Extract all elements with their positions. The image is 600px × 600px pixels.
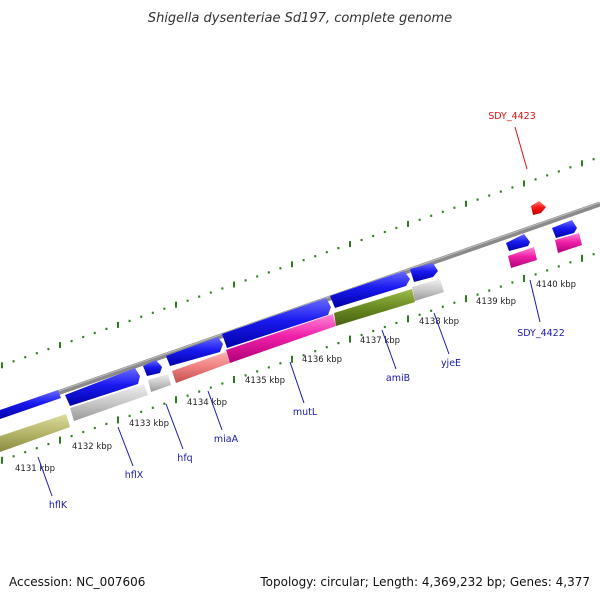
kbp-label-4135: 4135 kbp <box>245 376 285 386</box>
gene-label-miaa[interactable]: miaA <box>214 434 239 445</box>
kbp-label-4133: 4133 kbp <box>129 419 169 429</box>
reverse-strand-track <box>0 233 582 452</box>
leader-hfq <box>165 403 184 450</box>
gene-label-sdy4422[interactable]: SDY_4422 <box>517 328 565 339</box>
gene-feature-sdy4423-pink[interactable] <box>555 233 582 253</box>
leader-yjee <box>433 312 450 355</box>
kbp-label-4134: 4134 kbp <box>187 398 227 408</box>
scale-ticks-upper <box>1 158 595 369</box>
leader-sdy4422 <box>529 279 541 323</box>
gene-feature-yjee-gray[interactable] <box>412 279 444 301</box>
kbp-label-4137: 4137 kbp <box>360 336 400 346</box>
genome-summary-text: Topology: circular; Length: 4,369,232 bp… <box>259 575 590 589</box>
gene-label-amib[interactable]: amiB <box>386 373 410 384</box>
leader-sdy4423 <box>514 126 528 170</box>
gene-feature-hflx-forward[interactable] <box>65 368 140 406</box>
kbp-scale-labels: 4131 kbp 4132 kbp 4133 kbp 4134 kbp 4135… <box>15 280 576 474</box>
gene-feature-mutl-forward[interactable] <box>222 298 331 348</box>
gene-feature-sdy4422-pink[interactable] <box>508 247 537 268</box>
gene-feature-miaa-forward[interactable] <box>166 337 223 366</box>
gene-feature-hflx-gray[interactable] <box>70 384 148 421</box>
gene-feature-sdy4423-forward[interactable] <box>552 220 577 238</box>
gene-label-mutl[interactable]: mutL <box>293 407 318 418</box>
kbp-label-4138: 4138 kbp <box>419 317 459 327</box>
kbp-label-4132: 4132 kbp <box>72 442 112 452</box>
kbp-label-4136: 4136 kbp <box>302 355 342 365</box>
leader-mutl <box>289 361 305 404</box>
kbp-label-4139: 4139 kbp <box>476 297 516 307</box>
accession-text: Accession: NC_007606 <box>9 575 145 589</box>
gene-feature-yjee-forward[interactable] <box>410 263 438 282</box>
forward-strand-track <box>0 220 577 419</box>
gene-feature-hfq-forward[interactable] <box>143 360 162 376</box>
gene-label-leaders <box>37 126 541 497</box>
kbp-label-4140: 4140 kbp <box>536 280 576 290</box>
leader-amib <box>381 329 397 370</box>
leader-hflx <box>117 426 134 467</box>
gene-feature-miaa-salmon[interactable] <box>172 352 230 383</box>
kbp-label-4131: 4131 kbp <box>15 464 55 474</box>
gene-label-hflx[interactable]: hflX <box>125 470 144 481</box>
gene-feature-mutl-pink[interactable] <box>226 314 336 363</box>
map-title: Shigella dysenteriae Sd197, complete gen… <box>148 11 452 26</box>
gene-feature-amib-forward[interactable] <box>330 271 410 308</box>
gene-feature-hfq-gray[interactable] <box>148 374 171 392</box>
leader-miaa <box>207 390 223 431</box>
gene-label-hflk[interactable]: hflK <box>49 500 68 511</box>
gene-feature-sdy4422-forward[interactable] <box>506 234 530 251</box>
scale-ticks-lower <box>1 253 595 464</box>
gene-label-yjee[interactable]: yjeE <box>441 358 461 369</box>
gene-label-sdy4423[interactable]: SDY_4423 <box>488 111 536 122</box>
gene-labels: hflK hflX hfq miaA mutL amiB yjeE SDY_44… <box>49 111 565 511</box>
gene-feature-sdy4423-highlight[interactable] <box>531 201 546 215</box>
gene-label-hfq[interactable]: hfq <box>177 453 192 464</box>
gene-feature-hflk-olive[interactable] <box>0 414 70 452</box>
gene-feature-hflk-forward[interactable] <box>0 390 61 419</box>
gene-feature-amib-green[interactable] <box>334 289 415 326</box>
leader-hflk <box>37 456 53 497</box>
